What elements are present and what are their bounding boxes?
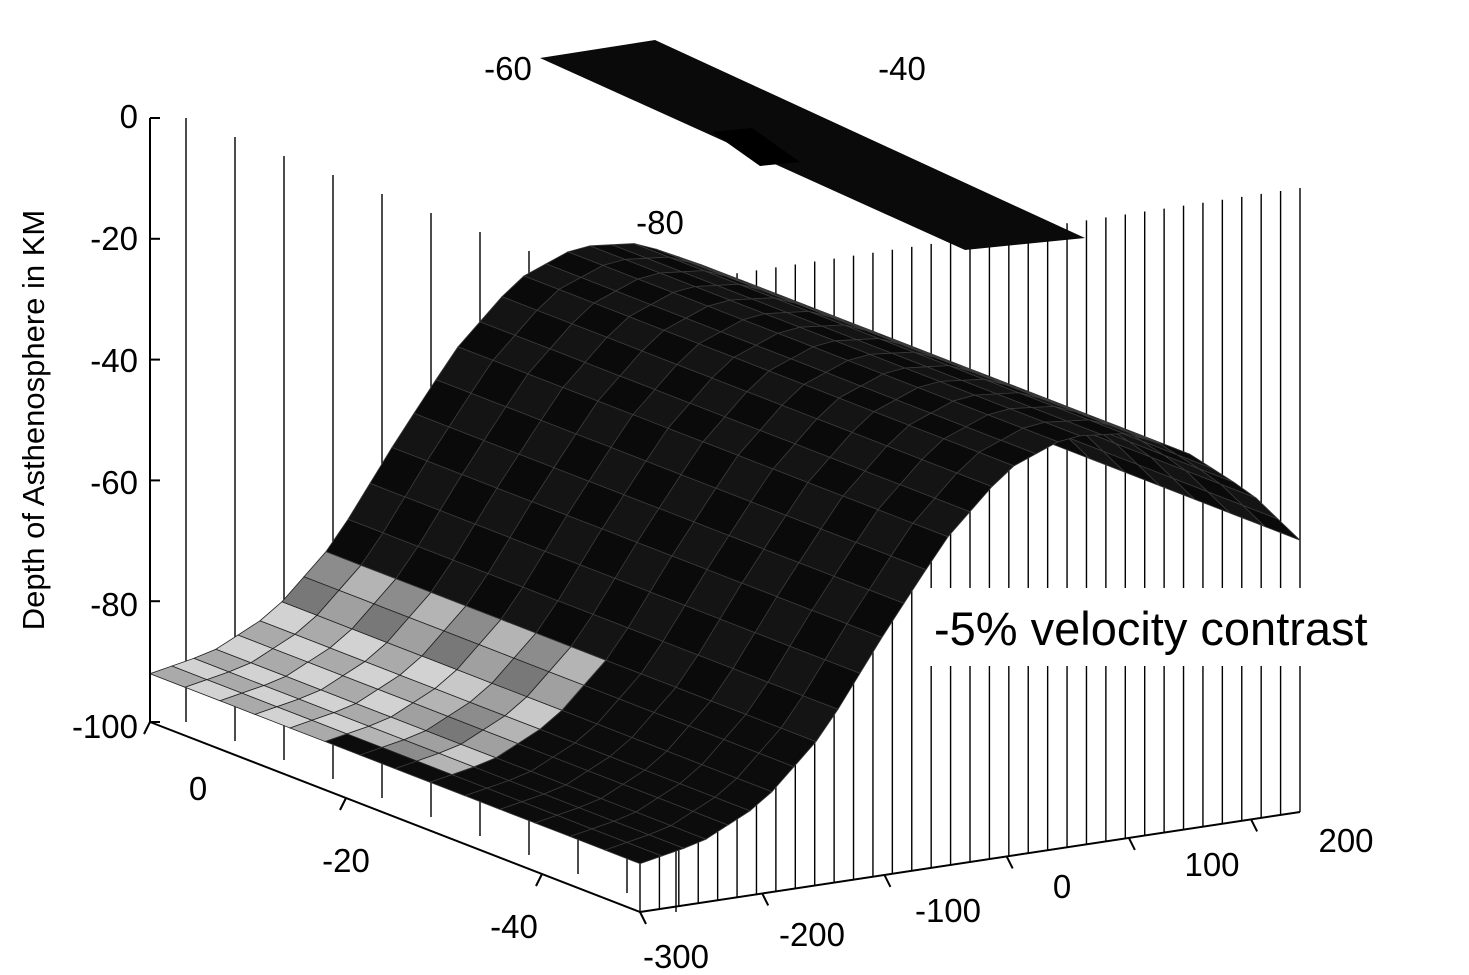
- tick-mark: [761, 893, 770, 906]
- tick-mark: [1005, 855, 1014, 869]
- y-tick-label: -100: [915, 892, 981, 929]
- tick-mark: [639, 911, 647, 925]
- top-surface-sheet-bump: [712, 128, 800, 166]
- y-tick-label: 100: [1184, 846, 1239, 883]
- tick-mark: [143, 721, 151, 735]
- velocity-contrast-annotation: -5% velocity contrast: [934, 602, 1368, 655]
- y-axis-line: [639, 811, 1301, 913]
- y-tick-label: -300: [643, 938, 709, 975]
- surface-cell: [1242, 505, 1301, 541]
- top-tick-label: -80: [636, 204, 684, 241]
- z-tick-labels: 0 -20 -40 -60 -80 -100: [72, 98, 138, 745]
- depth-surface: [148, 243, 1301, 865]
- top-tick-label: -60: [484, 50, 532, 87]
- tick-mark: [339, 797, 347, 811]
- x-tick-label: 0: [189, 770, 207, 807]
- tick-mark: [1127, 837, 1136, 851]
- z-tick-label: -20: [90, 220, 138, 257]
- tick-mark: [1250, 818, 1259, 832]
- y-tick-label: 0: [1053, 868, 1071, 905]
- annotation-background: [928, 588, 1458, 666]
- top-tick-labels: -60 -40 -80: [484, 50, 926, 241]
- x-tick-label: -20: [322, 842, 370, 879]
- z-tick-label: -40: [90, 342, 138, 379]
- top-surface-sheet: [540, 40, 1085, 250]
- x-tick-label: -40: [490, 908, 538, 945]
- axes: [149, 118, 1301, 913]
- z-axis-label: Depth of Asthenosphere in KM: [16, 210, 51, 630]
- y-tick-label: -200: [779, 916, 845, 953]
- z-tick-label: 0: [120, 98, 138, 135]
- z-tick-label: -60: [90, 464, 138, 501]
- tick-mark: [883, 874, 892, 888]
- x-axis-line: [149, 721, 641, 913]
- x-tick-labels: 0 -20 -40: [189, 770, 538, 945]
- tick-marks: [143, 117, 1259, 925]
- z-tick-label: -100: [72, 708, 138, 745]
- z-tick-label: -80: [90, 586, 138, 623]
- top-tick-label: -40: [878, 50, 926, 87]
- tick-mark: [535, 873, 543, 887]
- y-tick-labels: -300 -200 -100 0 100 200: [643, 822, 1374, 975]
- y-tick-label: 200: [1318, 822, 1373, 859]
